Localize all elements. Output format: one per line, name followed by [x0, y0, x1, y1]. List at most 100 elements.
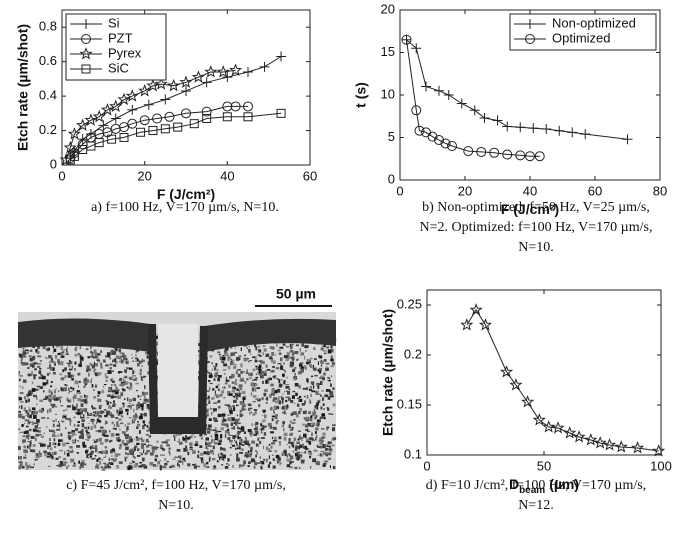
micro-grain	[232, 435, 236, 439]
micro-grain	[126, 428, 128, 432]
micro-grain	[88, 422, 90, 424]
micro-grain	[316, 384, 320, 387]
micro-grain	[87, 368, 92, 371]
micro-grain	[103, 359, 106, 362]
micro-grain	[227, 404, 231, 407]
micro-grain	[330, 355, 333, 359]
micro-grain	[96, 413, 99, 417]
micro-grain	[239, 392, 243, 394]
micro-grain	[234, 351, 238, 354]
micro-grain	[132, 375, 136, 377]
micro-grain	[81, 419, 85, 422]
micro-grain	[108, 430, 111, 433]
micro-grain	[276, 388, 281, 393]
micro-grain	[49, 360, 53, 363]
micro-grain	[206, 390, 210, 392]
marker	[492, 115, 503, 126]
micro-grain	[299, 348, 301, 352]
micro-grain	[274, 450, 278, 453]
micro-grain	[26, 445, 29, 449]
micro-grain	[125, 359, 127, 362]
micro-grain	[39, 360, 42, 362]
micro-grain	[62, 351, 65, 354]
micro-grain	[267, 464, 270, 468]
micro-grain	[142, 402, 147, 404]
micro-grain	[265, 402, 268, 404]
micro-grain	[225, 379, 230, 382]
micro-grain	[248, 372, 252, 377]
micro-grain	[35, 453, 39, 456]
micro-grain	[214, 367, 216, 371]
micro-grain	[306, 387, 309, 391]
micro-grain	[30, 466, 34, 469]
micro-grain	[309, 411, 312, 414]
micro-grain	[115, 384, 117, 387]
micro-grain	[135, 437, 140, 442]
micro-grain	[218, 406, 221, 409]
micro-grain	[143, 423, 146, 427]
micro-grain	[90, 364, 95, 366]
micro-grain	[234, 347, 236, 349]
micro-grain	[146, 449, 150, 453]
micro-grain	[211, 368, 213, 371]
micro-grain	[316, 419, 321, 423]
micro-grain	[146, 399, 149, 403]
micro-grain	[308, 438, 311, 440]
micro-grain	[254, 462, 258, 466]
micro-grain	[264, 389, 268, 392]
micro-grain	[244, 452, 248, 456]
micro-grain	[310, 375, 314, 378]
y-tick-label: 20	[381, 1, 395, 16]
marker	[652, 444, 666, 457]
micro-grain	[139, 465, 143, 468]
micro-grain	[118, 395, 121, 398]
micro-grain	[271, 415, 275, 417]
micro-grain	[271, 369, 275, 373]
micro-grain	[288, 441, 291, 444]
micro-grain	[208, 458, 211, 462]
micro-grain	[332, 387, 335, 390]
micro-grain	[273, 389, 278, 394]
micro-grain	[236, 433, 240, 435]
micro-grain	[65, 386, 67, 390]
micro-grain	[83, 399, 88, 403]
micro-grain	[231, 427, 233, 430]
micro-grain	[89, 452, 93, 456]
marker	[243, 112, 253, 122]
micro-grain	[249, 377, 252, 379]
micro-grain	[31, 370, 33, 375]
micro-grain	[21, 405, 23, 409]
micro-grain	[237, 422, 241, 424]
micro-grain	[19, 378, 21, 382]
micro-grain	[329, 389, 331, 393]
marker	[463, 146, 474, 157]
micro-grain	[236, 447, 241, 450]
micro-grain	[27, 398, 30, 403]
marker	[179, 75, 193, 88]
micro-grain	[40, 443, 44, 447]
micro-grain	[65, 442, 70, 445]
micro-grain	[105, 364, 109, 367]
micro-grain	[122, 403, 125, 408]
micro-grain	[214, 394, 218, 397]
micro-grain	[309, 437, 314, 440]
micro-grain	[36, 397, 38, 400]
micro-grain	[53, 432, 56, 434]
micro-grain	[90, 426, 93, 430]
micro-grain	[142, 375, 147, 377]
micro-grain	[206, 466, 210, 468]
micro-grain	[289, 459, 292, 461]
micro-grain	[80, 356, 84, 360]
micro-grain	[101, 452, 103, 454]
micro-grain	[59, 396, 63, 398]
micro-grain	[268, 358, 273, 360]
micro-grain	[308, 399, 311, 403]
micro-grain	[185, 445, 187, 449]
marker	[421, 81, 431, 92]
micro-grain	[285, 406, 288, 410]
micro-grain	[251, 460, 256, 462]
marker	[456, 98, 467, 109]
micro-grain	[295, 344, 299, 347]
micro-grain	[323, 408, 325, 410]
micro-grain	[46, 348, 49, 352]
